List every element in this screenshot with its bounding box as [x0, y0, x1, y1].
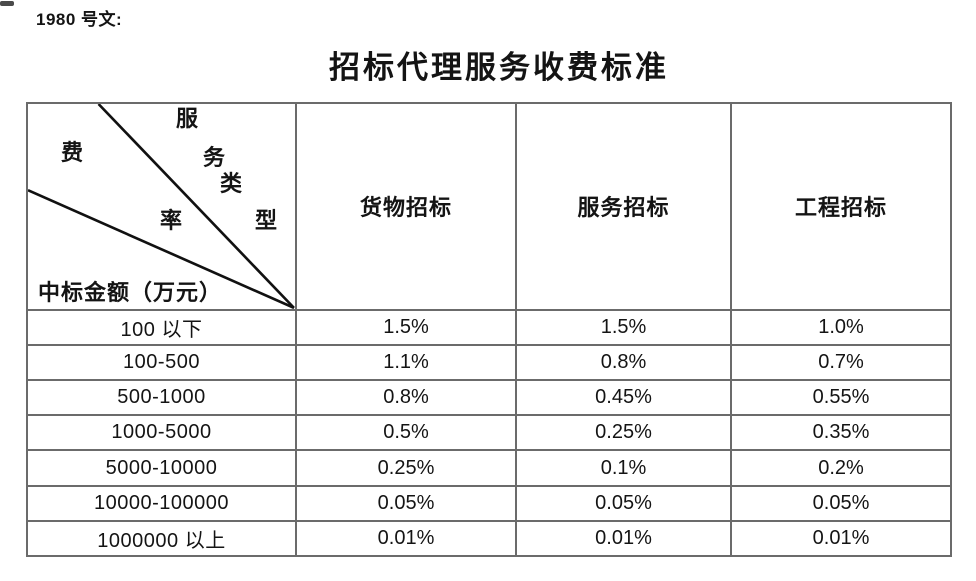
corner-label-service-type-char: 型 [255, 208, 278, 233]
fee-rate-cell: 1.0% [730, 308, 952, 347]
column-header-service-bidding: 服务招标 [515, 102, 732, 311]
fee-rate-cell: 0.01% [515, 519, 732, 558]
corner-label-fee-rate-char: 费 [61, 140, 84, 165]
amount-range-cell: 5000-10000 [26, 449, 297, 487]
corner-label-award-amount: 中标金额（万元） [38, 280, 223, 305]
fee-rate-cell: 1.5% [295, 308, 517, 347]
page-title: 招标代理服务收费标准 [329, 50, 669, 85]
fee-rate-cell: 0.01% [295, 519, 517, 558]
fee-rate-cell: 0.1% [515, 449, 732, 487]
corner-label-fee-rate-char: 率 [160, 208, 183, 233]
column-header-project-bidding: 工程招标 [730, 102, 952, 311]
fee-rate-cell: 0.35% [730, 414, 952, 452]
corner-label-service-type-char: 类 [220, 171, 243, 196]
fee-rate-cell: 0.45% [515, 379, 732, 417]
fee-rate-cell: 0.5% [295, 414, 517, 452]
amount-range-cell: 1000000 以上 [26, 519, 297, 558]
fee-rate-cell: 0.7% [730, 344, 952, 382]
fee-rate-cell: 0.2% [730, 449, 952, 487]
fee-rate-cell: 0.8% [295, 379, 517, 417]
table-row: 100-500 1.1% 0.8% 0.7% [26, 344, 952, 382]
table-row: 10000-100000 0.05% 0.05% 0.05% [26, 484, 952, 522]
amount-range-cell: 500-1000 [26, 379, 297, 417]
diagonal-header-cell: 服 务 类 型 费 率 中标金额（万元） [26, 102, 297, 311]
table-row: 1000000 以上 0.01% 0.01% 0.01% [26, 519, 952, 558]
fee-rate-cell: 0.01% [730, 519, 952, 558]
amount-range-cell: 10000-100000 [26, 484, 297, 522]
diagonal-header-inner: 服 务 类 型 费 率 中标金额（万元） [28, 104, 295, 309]
fee-rate-cell: 0.05% [730, 484, 952, 522]
amount-range-cell: 100-500 [26, 344, 297, 382]
fee-rate-cell: 0.05% [295, 484, 517, 522]
header-row: 服 务 类 型 费 率 中标金额（万元） 货物招标 服务招标 工程招标 [26, 102, 952, 311]
fee-rate-cell: 1.5% [515, 308, 732, 347]
doc-ref-label: 1980 号文: [36, 10, 123, 29]
diagonal-lines-graphic [28, 104, 295, 309]
table-row: 100 以下 1.5% 1.5% 1.0% [26, 308, 952, 347]
fee-rate-cell: 0.05% [515, 484, 732, 522]
corner-label-service-type-char: 务 [203, 145, 226, 170]
fee-table: 服 务 类 型 费 率 中标金额（万元） 货物招标 服务招标 工程招标 100 … [26, 102, 952, 558]
fee-rate-cell: 0.55% [730, 379, 952, 417]
fee-rate-cell: 0.25% [295, 449, 517, 487]
corner-label-service-type-char: 服 [176, 106, 199, 131]
table-row: 5000-10000 0.25% 0.1% 0.2% [26, 449, 952, 487]
fee-rate-cell: 0.8% [515, 344, 732, 382]
fee-rate-cell: 0.25% [515, 414, 732, 452]
table-row: 500-1000 0.8% 0.45% 0.55% [26, 379, 952, 417]
amount-range-cell: 1000-5000 [26, 414, 297, 452]
page-edge-artifact [0, 1, 14, 6]
fee-rate-cell: 1.1% [295, 344, 517, 382]
amount-range-cell: 100 以下 [26, 308, 297, 347]
table-row: 1000-5000 0.5% 0.25% 0.35% [26, 414, 952, 452]
column-header-goods-bidding: 货物招标 [295, 102, 517, 311]
